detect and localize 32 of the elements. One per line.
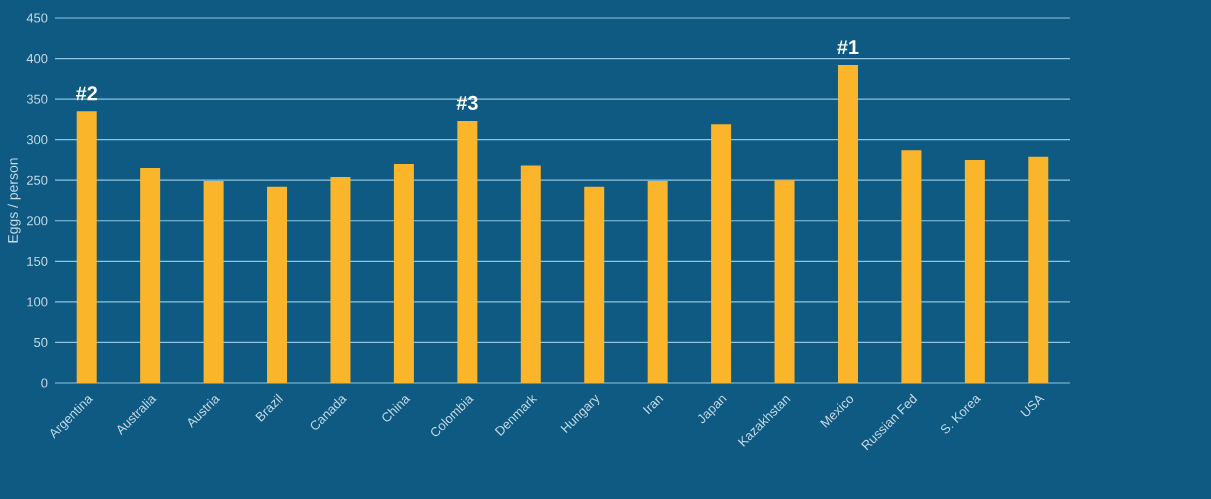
annotation: #2 xyxy=(75,86,97,101)
bar xyxy=(774,180,795,383)
y-tick-label: 150 xyxy=(27,256,48,266)
bar xyxy=(203,181,224,383)
y-tick-label: 450 xyxy=(26,13,48,23)
bar xyxy=(520,165,541,383)
bar xyxy=(711,124,732,383)
y-tick-label: 200 xyxy=(27,216,48,226)
bar xyxy=(267,186,288,383)
x-tick-label: Iran xyxy=(642,395,664,415)
x-tick-label: USA xyxy=(1020,395,1045,417)
y-tick-label: 350 xyxy=(26,94,48,104)
y-tick-label: 300 xyxy=(26,135,48,145)
bar xyxy=(584,186,605,383)
bar xyxy=(901,150,922,383)
y-tick-label: 400 xyxy=(26,53,48,64)
annotation: #1 xyxy=(837,40,859,54)
y-tick-label: 0 xyxy=(41,378,48,388)
bar xyxy=(140,168,161,383)
y-tick-label: 100 xyxy=(27,297,48,307)
bar xyxy=(964,159,985,383)
bar xyxy=(647,181,668,383)
bar xyxy=(1028,156,1049,383)
bar xyxy=(330,176,351,383)
y-tick-label: 250 xyxy=(27,175,48,185)
y-tick-label: 50 xyxy=(34,337,48,348)
bar xyxy=(837,65,858,383)
bar xyxy=(393,164,414,383)
annotation: #3 xyxy=(456,95,478,110)
bar xyxy=(457,121,478,383)
y-axis-title: Eggs / person xyxy=(7,158,21,243)
bar xyxy=(76,111,97,383)
